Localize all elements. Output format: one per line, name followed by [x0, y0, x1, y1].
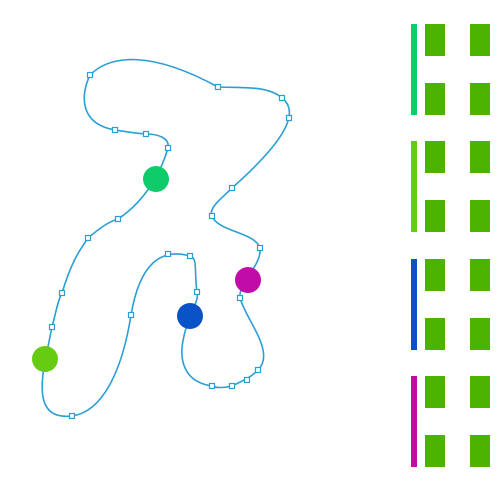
- square-handle-icon[interactable]: [256, 244, 264, 252]
- square-handle-icon[interactable]: [285, 114, 293, 122]
- slot-cell[interactable]: [425, 435, 445, 467]
- slot-cell[interactable]: [425, 141, 445, 173]
- square-handle-icon[interactable]: [68, 412, 76, 420]
- slot-cell[interactable]: [425, 259, 445, 291]
- slot-group: [411, 141, 490, 232]
- slot-cell[interactable]: [470, 83, 490, 115]
- slot-group-indicator: [411, 259, 417, 350]
- square-handle-icon[interactable]: [164, 250, 172, 258]
- magenta-ball[interactable]: [235, 267, 261, 293]
- square-handle-icon[interactable]: [127, 311, 135, 319]
- lime-ball[interactable]: [32, 346, 58, 372]
- track-handles: [48, 71, 293, 420]
- square-handle-icon[interactable]: [86, 71, 94, 79]
- square-handle-icon[interactable]: [243, 376, 251, 384]
- slot-cell[interactable]: [425, 24, 445, 56]
- green-ball[interactable]: [143, 166, 169, 192]
- slot-cell[interactable]: [425, 376, 445, 408]
- square-handle-icon[interactable]: [84, 234, 92, 242]
- square-handle-icon[interactable]: [142, 130, 150, 138]
- slot-group: [411, 24, 490, 115]
- track-path: [41, 58, 291, 418]
- slot-cell[interactable]: [425, 200, 445, 232]
- square-handle-icon[interactable]: [278, 94, 286, 102]
- slot-group: [411, 259, 490, 350]
- square-handle-icon[interactable]: [186, 252, 194, 260]
- slot-cell[interactable]: [470, 200, 490, 232]
- slot-group-indicator: [411, 141, 417, 232]
- slot-cell[interactable]: [470, 435, 490, 467]
- slot-cell[interactable]: [425, 83, 445, 115]
- square-handle-icon[interactable]: [111, 126, 119, 134]
- balls: [32, 166, 261, 372]
- slot-cell[interactable]: [470, 24, 490, 56]
- square-handle-icon[interactable]: [208, 382, 216, 390]
- slot-cell[interactable]: [470, 141, 490, 173]
- slot-cell[interactable]: [470, 318, 490, 350]
- square-handle-icon[interactable]: [164, 144, 172, 152]
- slot-cell[interactable]: [470, 376, 490, 408]
- slot-group: [411, 376, 490, 467]
- square-handle-icon[interactable]: [208, 212, 216, 220]
- square-handle-icon[interactable]: [114, 215, 122, 223]
- square-handle-icon[interactable]: [254, 366, 262, 374]
- square-handle-icon[interactable]: [48, 323, 56, 331]
- square-handle-icon[interactable]: [214, 83, 222, 91]
- square-handle-icon[interactable]: [193, 288, 201, 296]
- square-handle-icon[interactable]: [228, 382, 236, 390]
- slot-group-indicator: [411, 24, 417, 115]
- slot-cell[interactable]: [470, 259, 490, 291]
- slot-cell[interactable]: [425, 318, 445, 350]
- slot-panel: [411, 24, 490, 467]
- square-handle-icon[interactable]: [236, 294, 244, 302]
- track: [41, 58, 293, 420]
- blue-ball[interactable]: [177, 303, 203, 329]
- square-handle-icon[interactable]: [58, 289, 66, 297]
- square-handle-icon[interactable]: [228, 184, 236, 192]
- slot-group-indicator: [411, 376, 417, 467]
